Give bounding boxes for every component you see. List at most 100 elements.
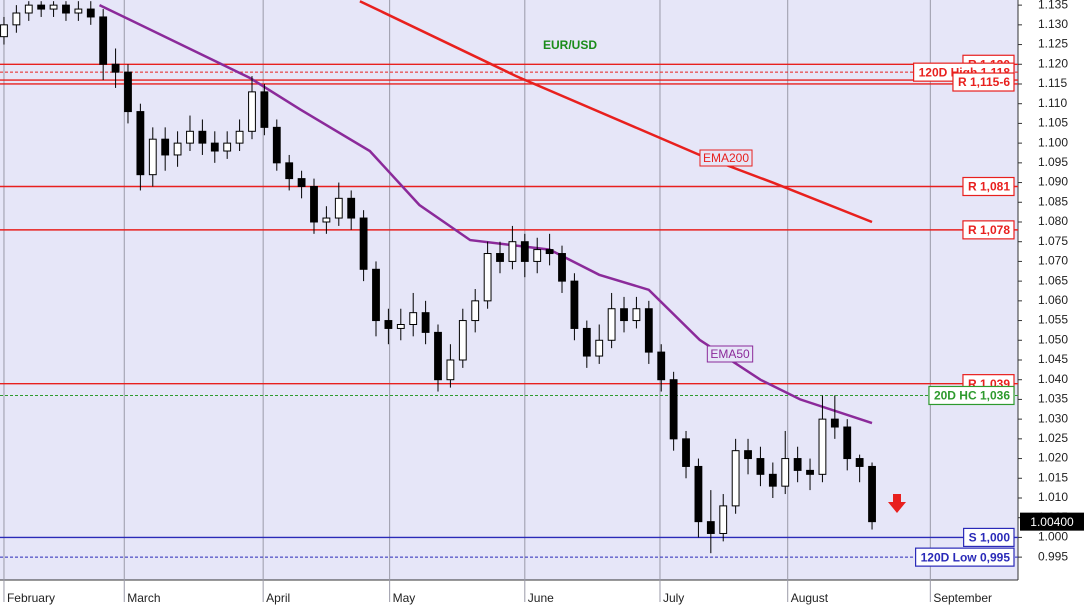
candle-body (719, 505, 728, 534)
y-tick-label: 1.040 (1038, 372, 1068, 386)
candle-body (322, 217, 331, 223)
y-tick-label: 1.050 (1038, 332, 1068, 346)
candle-body (310, 185, 318, 223)
y-tick-label: 1.100 (1038, 135, 1068, 149)
y-tick-label: 1.080 (1038, 214, 1068, 228)
candle-body (396, 324, 405, 329)
candle-body (843, 426, 852, 460)
candle-body (694, 465, 703, 523)
x-tick-label: June (528, 591, 554, 605)
level-label-box (962, 220, 1015, 240)
y-tick-label: 1.030 (1038, 411, 1068, 425)
y-tick-label: 1.015 (1038, 470, 1068, 484)
candle-body (409, 312, 418, 326)
candle-body (173, 142, 182, 156)
candle-body (74, 8, 83, 14)
candle-body (607, 308, 616, 341)
candle-body (37, 4, 46, 10)
candle-body (0, 24, 8, 38)
y-tick-label: 1.130 (1038, 17, 1068, 31)
y-tick-label: 1.105 (1038, 116, 1068, 130)
level-label-box (928, 385, 1015, 406)
y-tick-label: 1.070 (1038, 254, 1068, 268)
candle-body (434, 331, 442, 381)
candle-body (223, 142, 232, 152)
candle-body (781, 458, 790, 487)
y-tick-label: 1.075 (1038, 234, 1068, 248)
candle-body (545, 249, 554, 255)
level-label: R 1,115-6 (958, 75, 1010, 89)
candle-body (744, 450, 752, 460)
candle-body (347, 197, 356, 219)
series-label: EMA50 (710, 347, 750, 361)
candle-body (483, 253, 492, 302)
x-tick-label: April (266, 591, 290, 605)
level-label: S 1,000 (969, 531, 1011, 545)
candle-body (446, 359, 455, 381)
candle-body (806, 469, 814, 475)
candle-body (682, 438, 690, 467)
level-label-box (963, 527, 1015, 548)
candle-body (24, 4, 33, 14)
candle-body (334, 197, 343, 219)
candle-body (111, 63, 120, 73)
candle-body (272, 126, 281, 164)
candle-body (508, 241, 517, 262)
candle-body (756, 458, 765, 475)
y-tick-label: 1.055 (1038, 313, 1068, 327)
y-tick-label: 1.000 (1038, 530, 1068, 544)
candle-body (632, 308, 641, 322)
candle-body (49, 4, 58, 10)
y-tick-label: 1.090 (1038, 175, 1068, 189)
y-tick-label: 1.095 (1038, 155, 1068, 169)
candle-body (372, 268, 380, 322)
candle-body (248, 91, 256, 132)
candle-body (644, 308, 653, 353)
y-tick-label: 1.120 (1038, 56, 1068, 70)
candle-body (830, 418, 839, 428)
candle-body (520, 241, 529, 262)
x-tick-label: February (7, 591, 55, 605)
candle-body (359, 217, 368, 270)
level-label-box (915, 547, 1015, 567)
axis-background (1018, 0, 1086, 614)
candle-body (297, 178, 306, 187)
candle-body (818, 418, 827, 475)
candle-body (582, 327, 591, 357)
level-label-box (962, 176, 1015, 197)
candle-body (285, 162, 294, 180)
candle-body (458, 320, 467, 361)
candle-body (731, 450, 740, 507)
candle-body (99, 16, 108, 65)
candle-body (669, 379, 678, 440)
candle-body (868, 465, 876, 523)
candle-body (12, 12, 21, 26)
level-label: 20D HC 1,036 (934, 389, 1010, 403)
y-tick-label: 0.995 (1038, 549, 1068, 563)
candle-body (235, 130, 244, 144)
candle-body (384, 320, 393, 329)
candle-body (198, 130, 207, 144)
series-label-box (699, 149, 753, 167)
candle-body (620, 308, 628, 322)
level-label: R 1,078 (968, 223, 1010, 237)
y-tick-label: 1.065 (1038, 273, 1068, 287)
y-tick-label: 1.060 (1038, 293, 1068, 307)
candle-body (855, 458, 864, 467)
x-tick-label: August (791, 591, 829, 605)
plot-background (0, 0, 1018, 580)
x-tick-label: May (393, 591, 416, 605)
chart-title: EUR/USD (543, 38, 597, 52)
candle-body (471, 300, 480, 322)
series-label: EMA200 (703, 151, 749, 165)
candle-body (161, 138, 170, 156)
candle-body (558, 253, 566, 282)
candle-body (768, 473, 777, 487)
y-tick-label: 1.125 (1038, 37, 1068, 51)
candle-body (148, 138, 157, 176)
candle-body (496, 253, 504, 262)
candle-body (706, 521, 715, 534)
y-tick-label: 1.045 (1038, 352, 1068, 366)
x-tick-label: July (663, 591, 684, 605)
